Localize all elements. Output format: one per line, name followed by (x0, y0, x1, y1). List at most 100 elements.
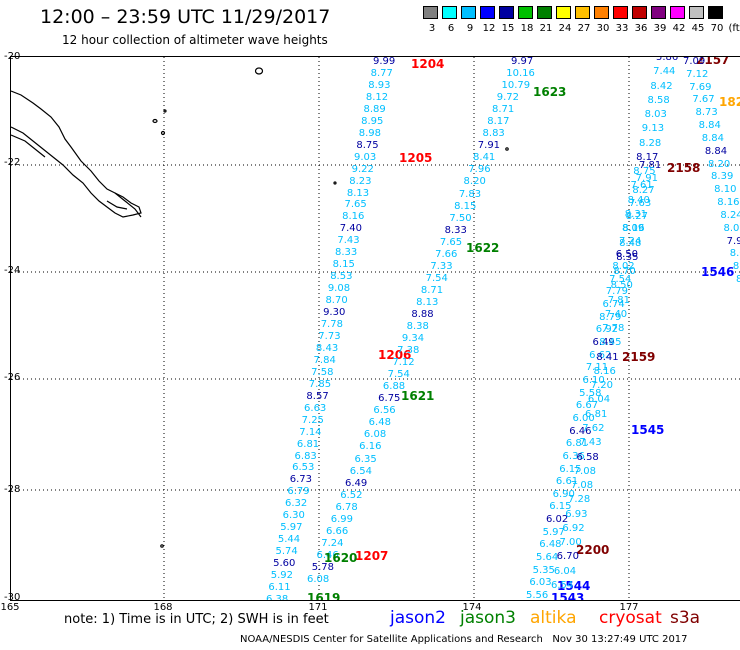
wave-height-value: 7.43 (337, 235, 360, 247)
map-title: 12:00 – 23:59 UTC 11/29/2017 (40, 6, 331, 28)
wave-height-value: 8.02 (612, 261, 635, 273)
scale-label: 9 (466, 23, 474, 34)
wave-height-value: 7.67 (692, 94, 715, 106)
wave-height-value: 7.24 (321, 537, 344, 549)
wave-height-value: 8.79 (599, 311, 622, 323)
wave-height-value: 8.84 (701, 132, 724, 144)
scale-swatch (518, 6, 533, 19)
pass-time-label: 1544 (557, 579, 591, 593)
wave-height-value: 6.56 (373, 405, 396, 417)
wave-height-value: 6.74 (602, 299, 625, 311)
scale-swatch (670, 6, 685, 19)
pass-time-label: 1206 (378, 348, 412, 362)
wave-height-value: 6.46 (316, 549, 339, 561)
wave-height-value: 6.03 (529, 577, 552, 589)
scale-swatch (556, 6, 571, 19)
wave-height-value: 7.91 (635, 172, 658, 184)
wave-height-value: 6.00 (572, 412, 595, 424)
wave-height-value: 7.63 (629, 197, 652, 209)
pass-time-label: 1620 (324, 551, 358, 565)
wave-height-value: 6.32 (285, 498, 308, 510)
wave-height-value: 7.61 (630, 180, 653, 192)
wave-height-value: 9.34 (401, 333, 425, 345)
wave-height-value: 7.40 (339, 223, 362, 235)
wave-height-value: 6.04 (553, 565, 577, 577)
wave-height-value: 7.33 (430, 260, 453, 272)
wave-height-value: 7.40 (604, 308, 628, 320)
wave-height-value: 8.15 (332, 259, 355, 271)
wave-height-value: 6.81 (585, 408, 608, 420)
wave-height-value: 7.54 (609, 273, 632, 285)
scale-swatch (423, 6, 438, 19)
wave-height-value: 8.57 (306, 390, 329, 402)
wave-height-value: 8.70 (325, 295, 348, 307)
scale-label: 42 (672, 23, 686, 34)
wave-height-value: 8.16 (593, 365, 616, 377)
pass-time-label: 1205 (399, 151, 433, 165)
wave-height-value: 6.08 (307, 574, 330, 585)
wave-height-value: 5.60 (273, 558, 296, 570)
pass-time-label: 1623 (533, 85, 567, 99)
wave-height-value: 6.90 (552, 488, 575, 500)
wave-height-value: 7.12 (686, 68, 709, 80)
wave-height-value: 6.49 (592, 337, 615, 349)
wave-height-value: 8.2 (736, 275, 740, 285)
wave-height-value: 8.53 (330, 271, 353, 283)
legend-jason3: jason3 (460, 608, 516, 628)
scale-label: (ft) (728, 23, 740, 34)
lon-label: 174 (462, 602, 482, 613)
wave-height-value: 9.72 (496, 92, 520, 104)
lon-label: 165 (0, 602, 20, 613)
wave-height-value: 6.93 (565, 508, 588, 520)
wave-height-value: 5.86 (656, 56, 679, 63)
wave-height-value: 7.85 (308, 378, 332, 390)
wave-height-value: 5.56 (526, 590, 549, 601)
wave-height-value: 6.66 (325, 525, 349, 537)
wave-height-value: 6.04 (587, 394, 611, 406)
wave-height-value: 8.4 (732, 261, 740, 273)
wave-height-value: 7.20 (590, 380, 613, 392)
wave-height-value: 6.88 (382, 381, 406, 393)
scale-swatch (632, 6, 647, 19)
legend-s3a: s3a (670, 608, 701, 628)
wave-height-value: 7.73 (318, 330, 341, 342)
wave-height-value: 6.15 (549, 501, 572, 513)
pass-time-label: 1546 (701, 265, 735, 279)
wave-height-value: 7.69 (689, 81, 712, 93)
scale-label: 21 (539, 23, 553, 34)
wave-height-value: 6.83 (294, 450, 317, 462)
wave-height-value: 8.41 (473, 152, 496, 164)
scale-label: 33 (615, 23, 629, 34)
map-panel: 9.99 8.77 8.93 8.12 8.89 8.95 8.98 8.75 9.03 9.22… (10, 56, 740, 601)
wave-height-value: 8.13 (416, 296, 439, 308)
scale-swatch (537, 6, 552, 19)
wave-height-value: 6.79 (287, 486, 310, 498)
wave-height-value: 8.73 (695, 107, 718, 119)
wave-height-value: 7.50 (449, 212, 472, 224)
wave-height-value: 6.50 (615, 248, 638, 260)
wave-height-value: 6.61 (555, 476, 579, 488)
pass-time-label: 1207 (355, 549, 389, 563)
pass-time-label: 1204 (411, 57, 445, 71)
wave-height-value: 8.71 (420, 284, 444, 296)
wave-height-value: 8.09 (621, 223, 645, 235)
wave-height-value: 8.13 (346, 187, 370, 199)
scale-swatch (594, 6, 609, 19)
wave-height-value: 8.02 (723, 222, 740, 234)
wave-height-value: 5.35 (532, 564, 555, 576)
footer-credit: NOAA/NESDIS Center for Satellite Applica… (240, 634, 688, 645)
wave-height-value: 7.14 (299, 426, 322, 438)
lat-label: -26 (4, 372, 21, 383)
wave-height-value: 6.81 (565, 438, 589, 450)
wave-height-value: 8.27 (625, 210, 648, 222)
scale-swatch (480, 6, 495, 19)
wave-height-value: 7.08 (573, 465, 596, 477)
wave-height-value: 7.65 (439, 236, 463, 248)
wave-height-value: 6.36 (562, 450, 585, 462)
wave-height-value: 6.48 (368, 417, 391, 429)
wave-height-value: 5.64 (535, 552, 559, 564)
wave-height-value: 8.43 (315, 342, 339, 354)
wave-height-value: 10.16 (506, 68, 535, 80)
wave-height-value: 8.58 (647, 94, 670, 106)
lon-label: 177 (619, 602, 639, 613)
